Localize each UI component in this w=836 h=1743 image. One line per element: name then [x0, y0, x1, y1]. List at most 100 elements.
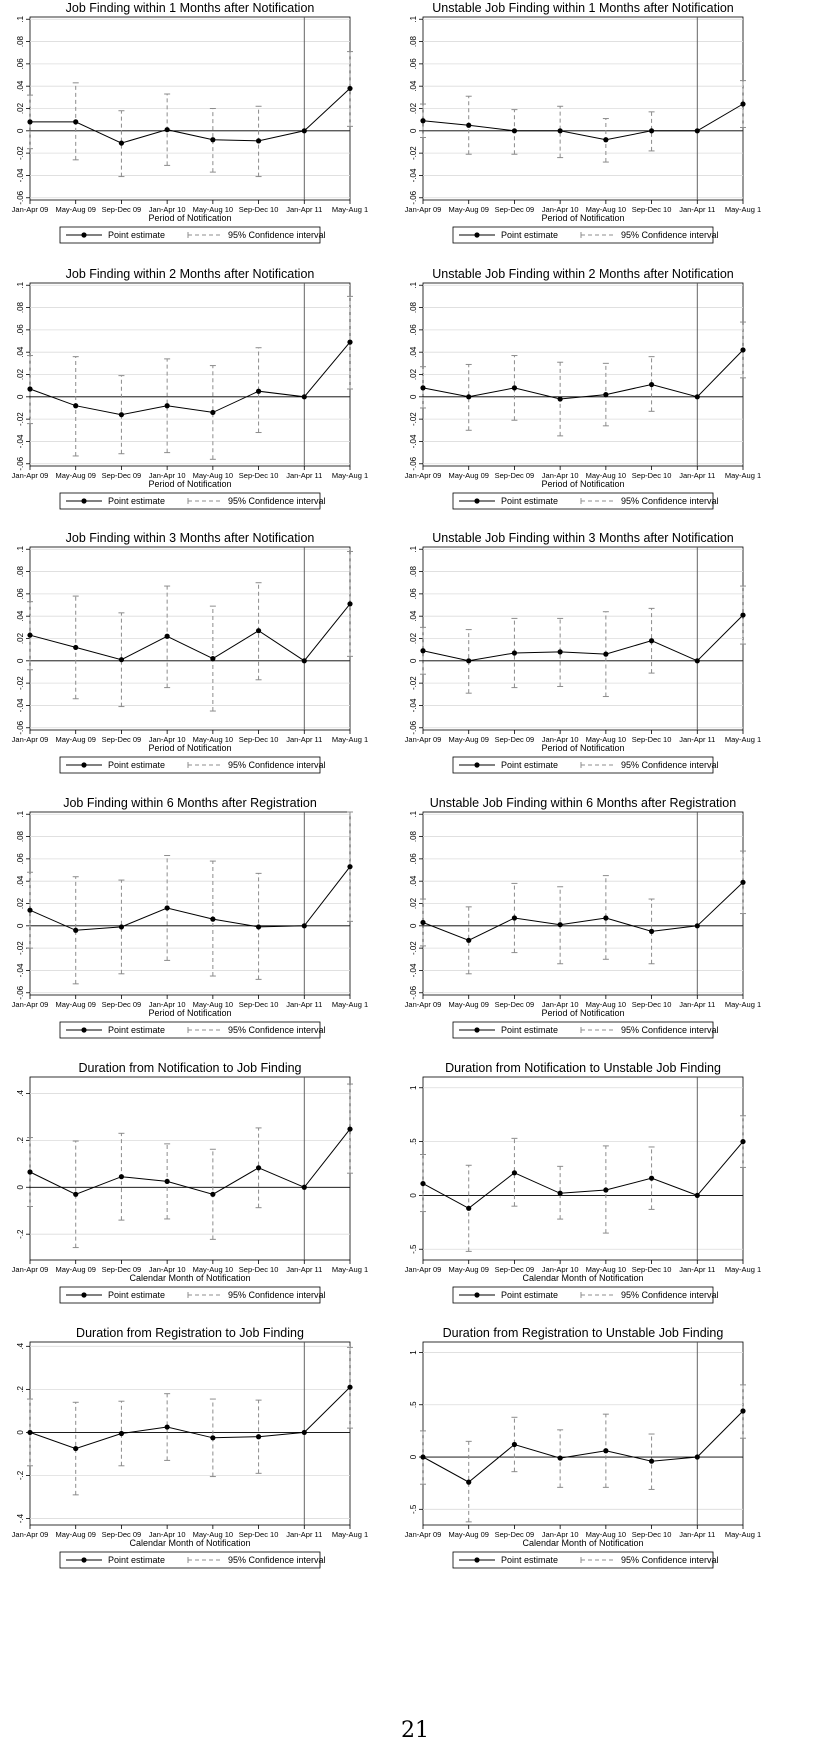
y-tick-label: -.5 — [409, 1244, 418, 1254]
legend-point-label: Point estimate — [108, 760, 165, 770]
y-tick-label: .1 — [16, 545, 25, 552]
estimate-line — [29, 1128, 351, 1195]
estimate-point — [466, 122, 472, 128]
estimate-point — [420, 648, 426, 654]
x-tick-label: Sep-Dec 10 — [239, 1000, 279, 1009]
y-tick-label: .4 — [16, 1090, 25, 1097]
estimate-line — [422, 349, 744, 400]
estimate-point — [164, 127, 170, 133]
y-tick-label: 1 — [409, 1085, 418, 1090]
estimate-point — [255, 628, 262, 634]
estimate-point — [511, 128, 518, 134]
y-tick-label: -.04 — [409, 168, 418, 182]
x-tick-label: Sep-Dec 09 — [495, 1265, 535, 1274]
x-tick-label: Jan-Apr 09 — [405, 735, 442, 744]
x-axis-label: Period of Notification — [148, 213, 231, 223]
x-tick-label: Jan-Apr 10 — [149, 1530, 186, 1539]
x-tick-label: Jan-Apr 11 — [679, 1265, 715, 1274]
plot-frame — [422, 1341, 744, 1526]
estimate-line — [422, 1141, 744, 1209]
x-tick-label: Jan-Apr 10 — [149, 1000, 186, 1009]
x-tick-label: May-Aug 1 — [725, 1000, 761, 1009]
y-tick-label: 0 — [16, 923, 25, 928]
legend-ci-label: 95% Confidence interval — [228, 230, 326, 240]
chart-panel: Unstable Job Finding within 1 Months aft… — [405, 1, 761, 244]
x-tick-label: May-Aug 1 — [332, 735, 368, 744]
y-tick-label: .06 — [409, 324, 418, 336]
x-tick-label: May-Aug 1 — [725, 1530, 761, 1539]
x-tick-label: Sep-Dec 09 — [495, 1530, 535, 1539]
legend-point-label: Point estimate — [501, 760, 558, 770]
x-tick-label: Jan-Apr 11 — [286, 1265, 322, 1274]
x-tick-label: Jan-Apr 09 — [12, 205, 49, 214]
legend-point-icon — [474, 1292, 480, 1298]
estimate-point — [557, 128, 563, 134]
legend-point-icon — [474, 1557, 480, 1563]
plot-frame — [422, 1076, 744, 1261]
estimate-point — [164, 905, 170, 911]
y-tick-label: -.06 — [409, 190, 418, 204]
chart-title: Duration from Registration to Unstable J… — [443, 1326, 724, 1340]
y-tick-label: .04 — [409, 610, 418, 622]
x-axis-label: Calendar Month of Notification — [129, 1538, 250, 1548]
x-axis-label: Calendar Month of Notification — [522, 1273, 643, 1283]
chart-panel: Unstable Job Finding within 6 Months aft… — [405, 796, 761, 1039]
y-tick-label: .1 — [409, 281, 418, 288]
x-tick-label: May-Aug 1 — [332, 1530, 368, 1539]
y-tick-label: 0 — [409, 128, 418, 133]
estimate-point — [255, 924, 262, 930]
x-axis-label: Calendar Month of Notification — [129, 1273, 250, 1283]
y-tick-label: .02 — [16, 632, 25, 644]
y-tick-label: .08 — [16, 830, 25, 842]
x-tick-label: Jan-Apr 09 — [405, 471, 442, 480]
estimate-point — [557, 1190, 563, 1196]
estimate-point — [210, 916, 216, 922]
y-tick-label: .5 — [409, 1401, 418, 1408]
estimate-point — [301, 1429, 307, 1436]
y-tick-label: .02 — [16, 102, 25, 114]
chart-title: Duration from Registration to Job Findin… — [76, 1326, 304, 1340]
x-tick-label: May-Aug 10 — [193, 1000, 233, 1009]
chart-panel: Unstable Job Finding within 2 Months aft… — [405, 267, 761, 510]
x-tick-label: Sep-Dec 09 — [102, 205, 142, 214]
estimate-point — [603, 391, 609, 398]
x-tick-label: May-Aug 1 — [332, 205, 368, 214]
chart-title: Job Finding within 2 Months after Notifi… — [66, 267, 315, 281]
y-tick-label: .08 — [409, 830, 418, 842]
estimate-point — [694, 394, 700, 400]
plot-frame — [29, 1076, 351, 1261]
x-tick-label: Jan-Apr 10 — [542, 205, 579, 214]
legend-ci-label: 95% Confidence interval — [621, 1290, 719, 1300]
x-tick-label: Sep-Dec 09 — [102, 471, 142, 480]
chart-title: Unstable Job Finding within 2 Months aft… — [432, 267, 734, 281]
y-tick-label: .1 — [409, 545, 418, 552]
estimate-point — [603, 651, 609, 657]
estimate-line — [422, 103, 744, 141]
legend: Point estimate 95% Confidence interval — [59, 1551, 326, 1569]
x-tick-label: Jan-Apr 10 — [149, 471, 186, 480]
estimate-line — [422, 1410, 744, 1483]
x-tick-label: Jan-Apr 11 — [679, 1530, 715, 1539]
y-tick-label: -.02 — [16, 676, 25, 690]
estimate-point — [347, 339, 353, 345]
x-tick-label: Jan-Apr 11 — [286, 471, 322, 480]
x-tick-label: Jan-Apr 09 — [12, 471, 49, 480]
x-tick-label: Sep-Dec 10 — [239, 1530, 279, 1539]
x-tick-label: May-Aug 10 — [586, 1530, 626, 1539]
estimate-point — [420, 919, 426, 926]
legend-ci-label: 95% Confidence interval — [228, 1555, 326, 1565]
legend-point-icon — [81, 1027, 87, 1033]
estimate-point — [73, 927, 79, 933]
y-tick-label: .02 — [409, 897, 418, 909]
x-tick-label: Jan-Apr 11 — [679, 1000, 715, 1009]
y-tick-label: .1 — [16, 15, 25, 22]
legend-point-label: Point estimate — [108, 1025, 165, 1035]
x-tick-label: May-Aug 09 — [448, 471, 488, 480]
x-tick-label: Sep-Dec 09 — [495, 735, 535, 744]
estimate-point — [347, 601, 353, 607]
x-tick-label: May-Aug 09 — [448, 205, 488, 214]
x-tick-label: May-Aug 1 — [332, 471, 368, 480]
legend-ci-label: 95% Confidence interval — [621, 1555, 719, 1565]
chart-title: Duration from Notification to Unstable J… — [445, 1061, 721, 1075]
legend-point-label: Point estimate — [501, 496, 558, 506]
